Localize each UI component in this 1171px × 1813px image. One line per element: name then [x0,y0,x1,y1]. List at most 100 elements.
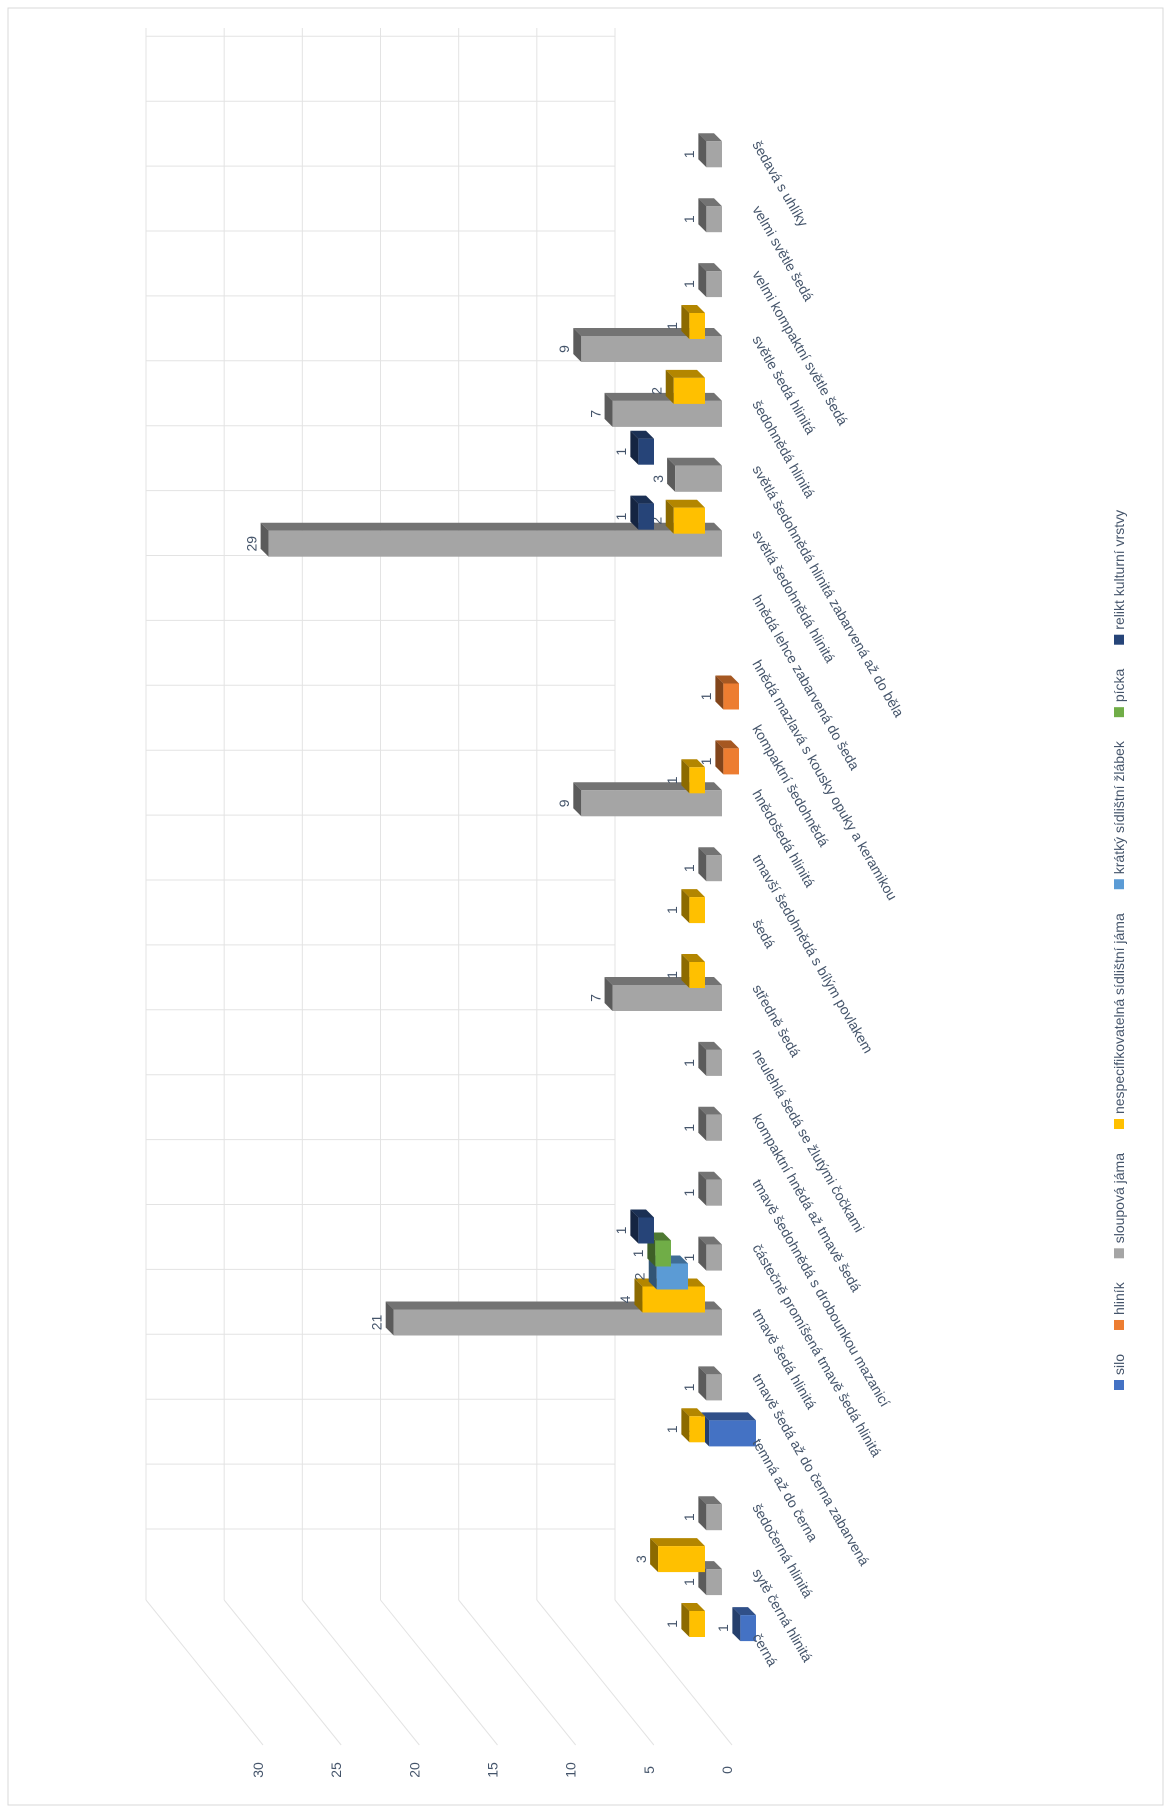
data-label: 9 [556,799,572,807]
bar-end [630,430,639,465]
bar [638,1217,654,1244]
legend-swatch [1114,1248,1124,1259]
bar [673,377,705,404]
data-label: 1 [681,864,697,872]
bar-top [630,495,654,504]
bar-top [665,369,705,378]
bar-top [701,1412,756,1421]
bar-end [698,263,707,298]
bar [689,1416,705,1443]
data-label: 7 [587,994,603,1002]
bar [706,1374,722,1401]
bar-end [385,1301,394,1336]
bar [638,503,654,530]
bar [612,400,722,427]
bar [706,1179,722,1206]
data-label: 2 [648,517,664,525]
bar-top [667,457,722,466]
y-tick-label: 15 [485,1762,501,1778]
y-tick-label: 5 [641,1766,657,1774]
bar-top [698,1366,722,1375]
bar [658,1546,705,1573]
data-label: 29 [243,536,259,552]
bar [706,1049,722,1076]
bar [689,1611,705,1637]
data-label: 1 [664,906,680,914]
data-label: 2 [648,387,664,395]
bar-end [667,457,676,492]
data-label: 9 [556,345,572,353]
bar-end [698,1236,707,1271]
data-label: 1 [681,1513,697,1521]
legend-swatch [1114,1319,1124,1330]
bar-top [681,954,705,962]
bar-end [665,499,674,534]
bar-end [698,133,707,168]
bar [581,336,722,362]
bar-end [630,495,639,530]
bar-top [630,1209,654,1218]
bar-top [715,675,739,684]
bar [709,1420,756,1447]
bar-end [681,1408,690,1443]
bar-top [681,1408,705,1417]
bar [706,141,722,168]
bar [706,1114,722,1141]
bar [706,271,722,298]
data-label: 1 [630,1249,646,1257]
legend: silo hliník sloupová jáma nespecifikovateln… [1111,510,1127,1390]
bar-end [630,1209,639,1244]
data-label: 7 [587,410,603,418]
y-tick-label: 10 [563,1762,579,1778]
bar-top [681,759,705,768]
y-tick-label: 0 [719,1766,735,1774]
data-label: 1 [664,1620,680,1628]
bar-top [715,740,739,749]
bar-end [573,328,582,362]
bar-end [681,954,690,988]
bar [268,530,722,557]
bar-end [604,977,613,1011]
bar-top [260,522,722,531]
bar-top [698,1236,722,1245]
bar-top [681,1603,705,1611]
bar-top [698,1106,722,1115]
bar-end [698,847,707,882]
data-label: 1 [664,322,680,330]
bar-end [634,1278,643,1313]
bar [706,1244,722,1271]
legend-swatch [1114,879,1124,890]
data-label: 4 [617,1295,633,1303]
data-label: 1 [664,971,680,979]
legend-label: hliník [1111,1281,1127,1315]
bar-end [715,740,724,775]
data-label: 1 [613,1226,629,1234]
bar-top [630,430,654,439]
data-label: 1 [664,776,680,784]
data-label: 1 [681,1124,697,1132]
legend-label: krátký sídlištní žlábek [1111,740,1127,874]
bar-end [698,1106,707,1141]
bar [612,985,722,1011]
y-tick-label: 25 [328,1762,344,1778]
data-label: 3 [633,1555,649,1563]
floor-line [614,1599,733,1746]
bar-top [732,1607,756,1616]
floor-line [301,1599,420,1746]
bar [723,748,739,775]
legend-swatch [1114,1119,1124,1130]
bar-end [681,889,690,924]
data-label: 1 [698,757,714,765]
bar-top [681,305,705,313]
bar [655,1240,671,1267]
bar [581,790,722,817]
bar [638,438,654,465]
bar-top [698,1171,722,1180]
data-label: 21 [368,1315,384,1331]
bar-top [698,1496,722,1505]
bar-end [650,1538,659,1573]
legend-label: silo [1111,1354,1127,1375]
data-label: 1 [681,280,697,288]
legend-label: relikt kulturní vrstvy [1111,510,1127,630]
